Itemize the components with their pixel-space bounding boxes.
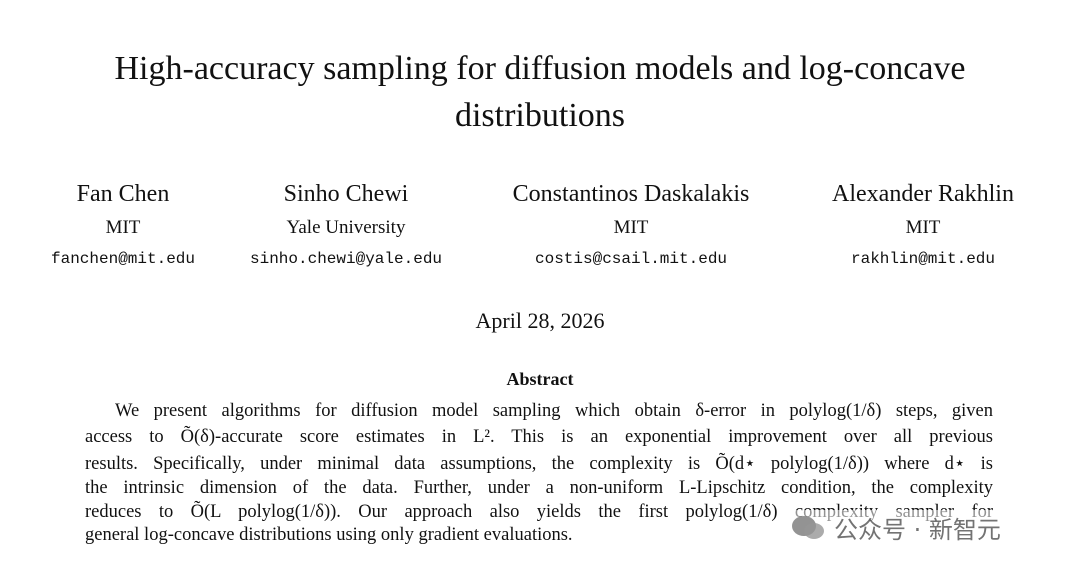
author-affiliation: MIT <box>905 217 941 238</box>
author-name: Sinho Chewi <box>283 181 409 207</box>
author-name: Constantinos Daskalakis <box>512 181 750 207</box>
date: April 28, 2026 <box>475 308 605 333</box>
abstract-line: We present algorithms for diffusion mode… <box>115 401 993 421</box>
abstract-line: general log-concave distributions using … <box>85 525 573 545</box>
author-email: fanchen@mit.edu <box>50 250 196 268</box>
author-email: sinho.chewi@yale.edu <box>249 250 443 268</box>
watermark: 公众号 · 新智元 <box>790 510 1001 545</box>
author-affiliation: MIT <box>613 217 649 238</box>
watermark-icon <box>792 515 824 539</box>
abstract-line: reduces to Õ(L polylog(1/δ)). Our approa… <box>85 502 993 522</box>
watermark-text: 公众号 · 新智元 <box>834 516 1001 544</box>
abstract-line: access to Õ(δ)-accurate score estimates … <box>85 427 993 447</box>
author-name: Alexander Rakhlin <box>832 181 1014 207</box>
abstract-heading: Abstract <box>506 369 574 389</box>
title-line: High-accuracy sampling for diffusion mod… <box>114 50 966 87</box>
abstract-line: results. Specifically, under minimal dat… <box>85 454 993 474</box>
title-line: distributions <box>454 97 626 134</box>
author-affiliation: MIT <box>105 217 141 238</box>
abstract-line: the intrinsic dimension of the data. Fur… <box>85 478 993 498</box>
author-email: costis@csail.mit.edu <box>534 250 728 268</box>
author-name: Fan Chen <box>76 181 170 207</box>
author-affiliation: Yale University <box>286 217 406 238</box>
author-email: rakhlin@mit.edu <box>850 250 996 268</box>
